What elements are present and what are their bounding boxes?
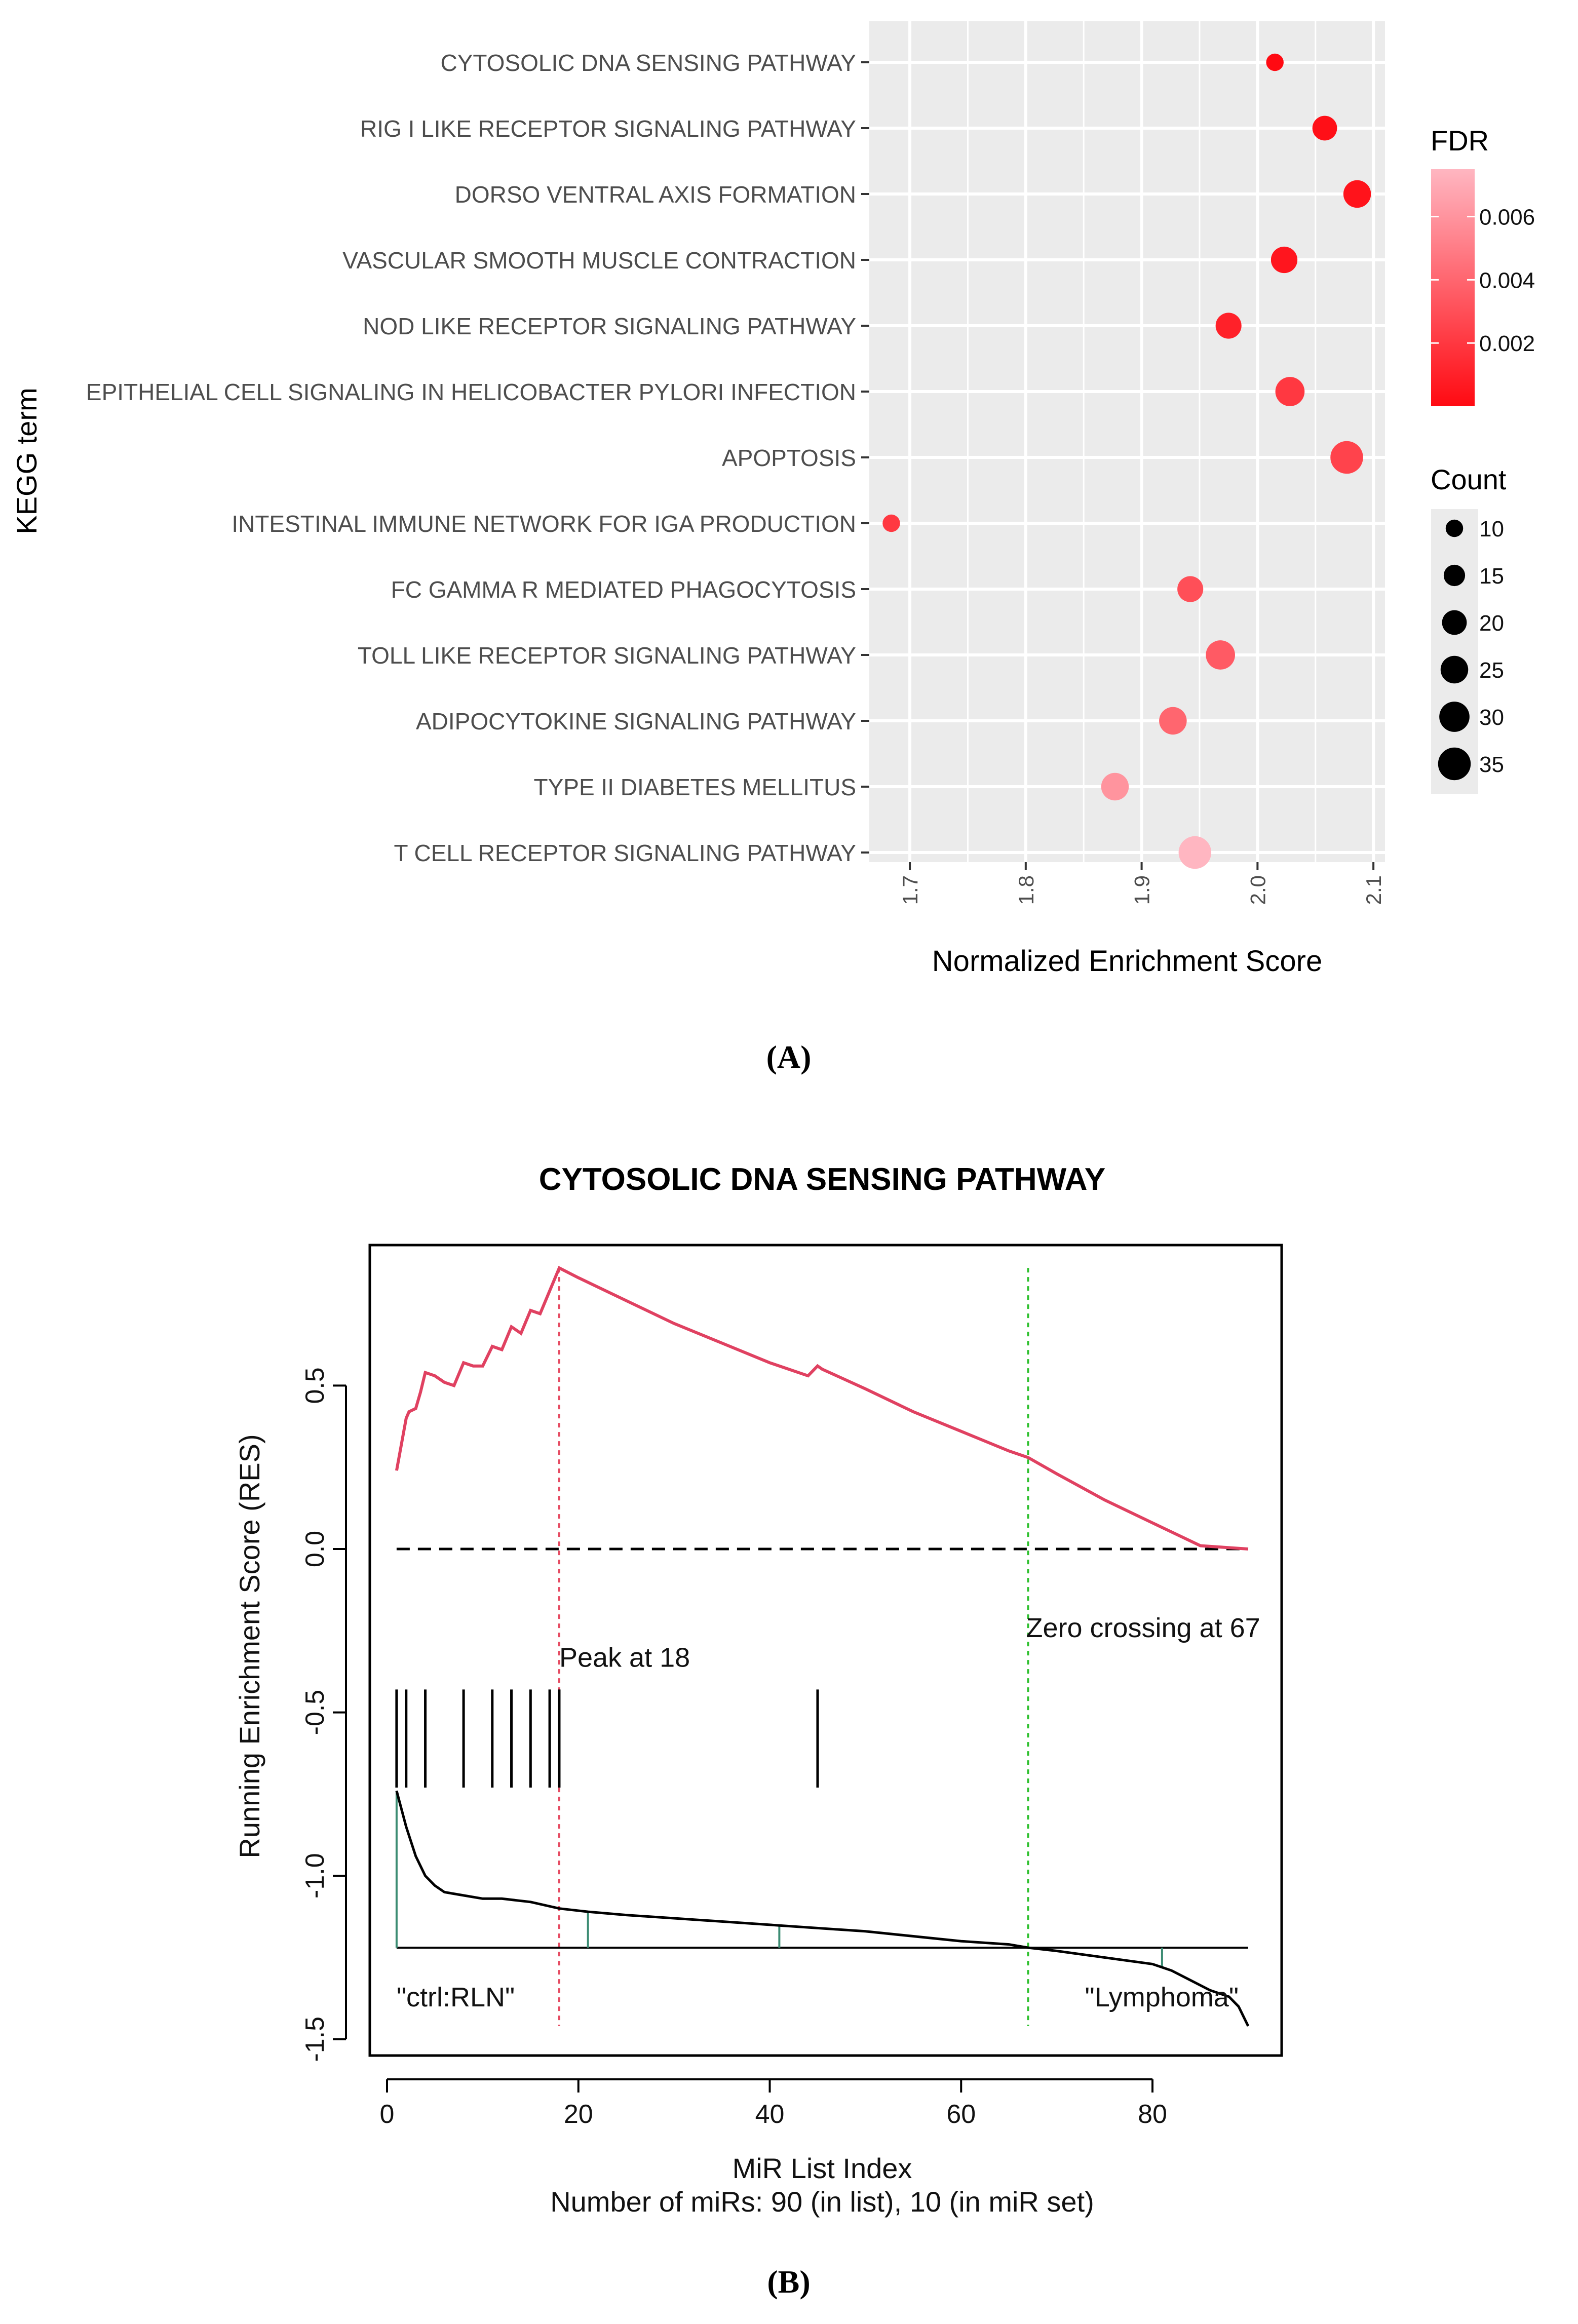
y-tick-label: 0.5 — [300, 1367, 330, 1404]
dot-point — [1159, 707, 1187, 735]
ranked-metric-hit-ticks — [395, 1791, 1163, 1967]
fdr-legend: FDR 0.006 0.004 0.002 — [1431, 125, 1535, 406]
x-axis-label: Normalized Enrichment Score — [932, 945, 1322, 978]
y-tick-label: -1.5 — [300, 2017, 330, 2062]
x-axis-label: MiR List Index — [733, 2152, 912, 2184]
y-tick-label: TOLL LIKE RECEPTOR SIGNALING PATHWAY — [358, 642, 856, 669]
y-tick-label: VASCULAR SMOOTH MUSCLE CONTRACTION — [342, 247, 856, 274]
y-tick-label: FC GAMMA R MEDIATED PHAGOCYTOSIS — [391, 576, 856, 603]
y-axis-ticks: 0.5 0.0 -0.5 -1.0 -1.5 — [300, 1367, 347, 2062]
plot-frame — [368, 1244, 1283, 2057]
colorbar-tick-label: 0.002 — [1479, 331, 1535, 356]
y-tick-label: APOPTOSIS — [722, 445, 856, 471]
x-tick-label: 80 — [1138, 2100, 1167, 2129]
x-tick-label: 1.9 — [1130, 875, 1154, 905]
dot-point — [1275, 377, 1305, 406]
fdr-colorbar-ticks: 0.006 0.004 0.002 — [1431, 205, 1535, 356]
dot-point — [1215, 313, 1242, 339]
count-legend-dot — [1440, 655, 1469, 684]
x-tick-label: 40 — [755, 2100, 785, 2129]
count-legend: Count 10 15 20 25 30 35 — [1431, 463, 1507, 794]
y-tick-label: INTESTINAL IMMUNE NETWORK FOR IGA PRODUC… — [232, 511, 856, 537]
zero-crossing-annotation: Zero crossing at 67 — [1026, 1613, 1260, 1643]
x-tick-label: 1.7 — [898, 875, 922, 905]
y-tick-label: -0.5 — [300, 1690, 330, 1735]
count-legend-items: 10 15 20 25 30 35 — [1438, 517, 1504, 781]
colorbar-tick-label: 0.006 — [1479, 205, 1535, 230]
x-tick-label: 1.8 — [1014, 875, 1038, 905]
y-tick-label: RIG I LIKE RECEPTOR SIGNALING PATHWAY — [360, 115, 856, 142]
panel-b-enrichment-plot: CYTOSOLIC DNA SENSING PATHWAY Peak at 18… — [234, 1162, 1283, 2218]
left-group-label: "ctrl:RLN" — [397, 1982, 515, 2012]
count-legend-dot — [1445, 519, 1464, 537]
count-legend-label: 25 — [1479, 658, 1504, 683]
peak-annotation: Peak at 18 — [559, 1642, 690, 1673]
x-tick-label: 0 — [380, 2100, 395, 2129]
dot-point — [1177, 576, 1204, 602]
x-tick-label: 2.0 — [1246, 875, 1269, 905]
y-axis-label: Running Enrichment Score (RES) — [234, 1434, 265, 1858]
y-axis-label: KEGG term — [11, 388, 43, 534]
x-axis-subtitle: Number of miRs: 90 (in list), 10 (in miR… — [550, 2186, 1094, 2218]
count-legend-dot — [1442, 610, 1467, 635]
y-tick-label: -1.0 — [300, 1853, 330, 1899]
x-axis-ticks: 0 20 40 60 80 — [380, 2078, 1167, 2129]
y-tick-label: NOD LIKE RECEPTOR SIGNALING PATHWAY — [363, 313, 856, 339]
panel-b-label: (B) — [767, 2264, 810, 2300]
dot-point — [882, 514, 900, 532]
count-legend-key-background — [1431, 509, 1478, 794]
dot-point — [1312, 115, 1337, 141]
y-tick-label: TYPE II DIABETES MELLITUS — [534, 774, 857, 800]
y-tick-label: EPITHELIAL CELL SIGNALING IN HELICOBACTE… — [86, 379, 856, 405]
x-tick-label: 20 — [564, 2100, 593, 2129]
y-tick-label: 0.0 — [300, 1531, 330, 1567]
grid-lines — [869, 21, 1385, 862]
plot-panel-background — [869, 21, 1385, 862]
dot-series — [882, 53, 1371, 869]
count-legend-label: 15 — [1479, 564, 1504, 589]
y-tick-label: CYTOSOLIC DNA SENSING PATHWAY — [441, 50, 856, 76]
colorbar-tick-label: 0.004 — [1479, 268, 1535, 293]
count-legend-label: 30 — [1479, 705, 1504, 730]
dot-point — [1178, 836, 1212, 869]
count-legend-dot — [1439, 702, 1470, 732]
dot-point — [1266, 53, 1284, 71]
right-group-label: "Lymphoma" — [1085, 1982, 1239, 2012]
fdr-colorbar — [1431, 169, 1475, 406]
x-tick-label: 60 — [946, 2100, 976, 2129]
x-axis-ticks: 1.7 1.8 1.9 2.0 2.1 — [898, 862, 1385, 905]
ranked-list-metric-line — [395, 1790, 1250, 2027]
count-legend-label: 10 — [1479, 517, 1504, 541]
y-tick-label: T CELL RECEPTOR SIGNALING PATHWAY — [394, 840, 856, 866]
y-axis-ticks: CYTOSOLIC DNA SENSING PATHWAY RIG I LIKE … — [86, 50, 869, 866]
panel-a-label: (A) — [766, 1039, 812, 1075]
count-legend-label: 35 — [1479, 752, 1504, 777]
y-tick-label: DORSO VENTRAL AXIS FORMATION — [455, 181, 856, 208]
count-legend-label: 20 — [1479, 611, 1504, 636]
dot-point — [1101, 772, 1129, 801]
dot-point — [1271, 246, 1298, 274]
dot-point — [1330, 441, 1363, 474]
count-legend-dot — [1443, 564, 1466, 587]
x-tick-label: 2.1 — [1362, 875, 1385, 905]
dot-point — [1206, 640, 1235, 670]
y-tick-label: ADIPOCYTOKINE SIGNALING PATHWAY — [416, 708, 856, 734]
gene-set-hit-marks — [395, 1689, 819, 1788]
chart-title: CYTOSOLIC DNA SENSING PATHWAY — [539, 1162, 1105, 1197]
count-legend-title: Count — [1431, 463, 1507, 495]
fdr-legend-title: FDR — [1431, 125, 1489, 157]
panel-a-dot-plot: CYTOSOLIC DNA SENSING PATHWAY RIG I LIKE … — [11, 21, 1535, 978]
count-legend-dot — [1438, 747, 1471, 781]
running-enrichment-score-line — [395, 1266, 1249, 1551]
dot-point — [1343, 180, 1371, 208]
